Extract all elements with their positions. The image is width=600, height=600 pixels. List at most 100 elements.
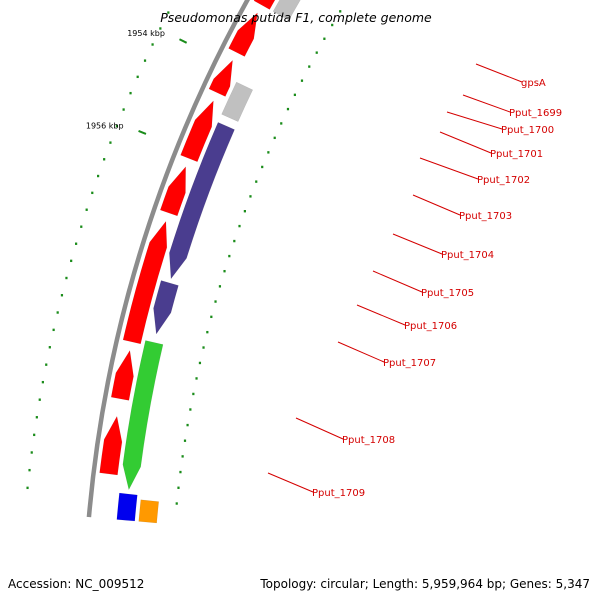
gc-dot-inner xyxy=(189,408,192,411)
feature-arrow xyxy=(116,492,138,522)
gene-label: Pput_1701 xyxy=(490,149,543,160)
gc-dot-outer xyxy=(70,259,73,263)
feature-arrow xyxy=(159,166,186,217)
label-leader xyxy=(412,194,461,216)
gc-dot-inner xyxy=(214,300,217,303)
label-leader xyxy=(337,341,385,363)
gc-dot-inner xyxy=(308,65,311,68)
label-leader xyxy=(475,63,523,83)
gene-label: Pput_1703 xyxy=(459,211,512,222)
feature-arrow xyxy=(228,12,258,57)
gc-dot-outer xyxy=(56,311,59,314)
gc-dot-inner xyxy=(202,346,205,349)
label-leader xyxy=(419,157,479,180)
gc-dot-inner xyxy=(255,180,258,183)
gc-dot-outer xyxy=(60,294,64,297)
gc-dot-inner xyxy=(300,79,304,82)
gc-dot-inner xyxy=(198,361,202,365)
gc-dot-inner xyxy=(249,195,252,198)
backbone-arc xyxy=(86,0,251,518)
gc-dot-inner xyxy=(195,377,198,380)
feature-arrow xyxy=(180,100,214,163)
gc-dot-inner xyxy=(179,470,182,474)
label-leader xyxy=(439,131,492,154)
gc-dot-inner xyxy=(175,502,178,505)
gene-label: Pput_1702 xyxy=(477,175,530,186)
gc-dot-outer xyxy=(151,43,154,46)
gc-dot-inner xyxy=(331,23,334,27)
gene-label: Pput_1709 xyxy=(312,488,365,499)
gc-dot-outer xyxy=(122,108,125,111)
feature-arrow xyxy=(169,122,235,280)
gc-dot-outer xyxy=(109,141,112,144)
gene-label: Pput_1705 xyxy=(421,288,474,299)
gc-dot-outer xyxy=(136,75,139,79)
gc-dot-inner xyxy=(315,51,318,54)
gene-labels: gpsA Pput_1699 Pput_1700 Pput_1701 Pput_1702… xyxy=(267,63,562,499)
gc-dot-inner xyxy=(267,151,270,154)
gc-dot-outer xyxy=(33,433,36,437)
feature-arrow xyxy=(122,340,164,491)
gc-dot-outer xyxy=(41,380,44,384)
gc-dot-outer xyxy=(103,158,106,161)
gc-dot-outer xyxy=(52,328,55,332)
gene-label: Pput_1704 xyxy=(441,250,494,261)
gc-dot-outer xyxy=(38,398,41,401)
gc-dot-outer xyxy=(28,468,31,472)
gc-dot-inner xyxy=(181,455,184,458)
gc-dot-inner xyxy=(286,107,290,111)
gc-dot-inner xyxy=(243,209,246,213)
gene-label: Pput_1706 xyxy=(404,321,457,332)
tick-label: 1954 kbp xyxy=(127,29,165,38)
gc-dot-inner xyxy=(233,239,236,243)
gc-skew-dots xyxy=(26,10,342,505)
gc-dot-inner xyxy=(293,93,296,97)
label-leader xyxy=(446,111,503,130)
tick-label: 1956 kbp xyxy=(86,122,124,131)
gc-dot-inner xyxy=(339,10,342,13)
label-leader xyxy=(267,472,314,493)
accession-text: Accession: NC_009512 xyxy=(8,577,145,591)
label-leader xyxy=(356,304,406,326)
feature-arrow xyxy=(208,59,233,97)
gene-label: Pput_1700 xyxy=(501,125,554,136)
scale-ticks: 1944 kbp1946 kbp1948 kbp1950 kbp1952 kbp… xyxy=(86,29,188,135)
gc-dot-outer xyxy=(26,486,29,490)
gc-dot-inner xyxy=(206,330,209,334)
gc-dot-outer xyxy=(129,91,132,95)
gc-dot-outer xyxy=(115,124,119,128)
gc-dot-inner xyxy=(238,224,241,228)
gc-dot-outer xyxy=(75,242,78,245)
gene-label: Pput_1708 xyxy=(342,435,395,446)
feature-arrow xyxy=(153,280,179,335)
label-leader xyxy=(295,417,344,440)
gc-dot-outer xyxy=(65,276,68,280)
feature-arrow xyxy=(138,499,160,524)
gene-label: Pput_1707 xyxy=(383,358,436,369)
feature-arrow xyxy=(122,220,168,345)
gene-label: Pput_1699 xyxy=(509,108,562,119)
gc-dot-inner xyxy=(218,285,222,288)
gc-dot-outer xyxy=(159,27,162,30)
gc-dot-outer xyxy=(48,346,51,349)
gc-dot-inner xyxy=(183,439,187,442)
map-title: Pseudomonas putida F1, complete genome xyxy=(160,10,432,25)
scale-tick xyxy=(138,130,147,135)
gc-dot-inner xyxy=(177,486,180,489)
gc-dot-inner xyxy=(210,315,213,319)
feature-arrow xyxy=(221,81,254,122)
gc-dot-inner xyxy=(261,165,264,169)
gc-dot-outer xyxy=(91,191,94,195)
gc-dot-inner xyxy=(228,254,231,258)
gc-dot-outer xyxy=(143,59,147,62)
gc-dot-outer xyxy=(45,363,48,366)
feature-track xyxy=(99,0,301,524)
gene-label: gpsA xyxy=(521,78,546,89)
gc-dot-outer xyxy=(167,11,170,14)
gc-dot-outer xyxy=(80,225,83,228)
gc-dot-inner xyxy=(280,122,283,125)
gc-dot-outer xyxy=(85,208,88,211)
feature-arrow xyxy=(110,349,134,401)
gc-dot-outer xyxy=(97,174,100,178)
